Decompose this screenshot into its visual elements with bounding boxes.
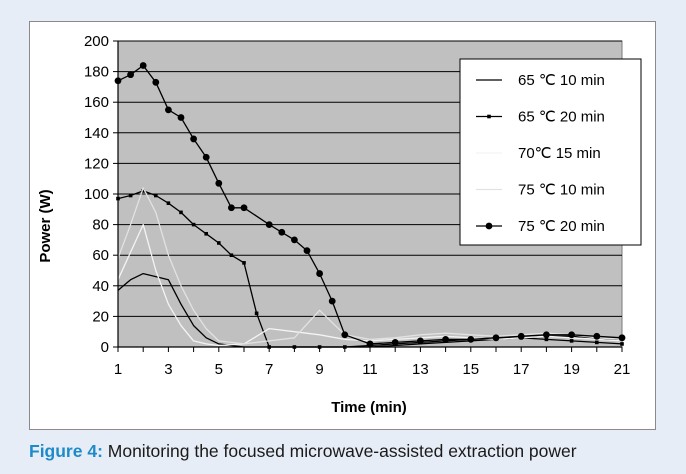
data-point [215,179,223,187]
data-point [190,135,198,143]
data-point [391,339,399,346]
data-point [228,204,235,212]
legend: 65 ℃ 10 min 65 ℃ 20 min 70℃ 15 min 75 ℃ 10 … [459,58,642,246]
data-point [217,241,221,245]
data-point [139,62,147,69]
data-point [328,297,336,305]
x-tick-label: 11 [362,361,378,378]
data-point [620,342,624,346]
data-point [569,339,574,343]
y-tick-label: 200 [84,33,109,50]
y-tick-label: 160 [84,94,109,111]
figure-caption: Figure 4: Monitoring the focused microwa… [29,441,679,462]
legend-entry: 75 ℃ 20 min [476,218,605,235]
x-tick-label: 21 [614,361,631,378]
y-tick-label: 0 [101,339,109,356]
y-tick-label: 100 [84,186,109,203]
data-point [177,114,185,121]
data-point [278,228,286,236]
legend-box [459,58,642,246]
legend-entry: 65 ℃ 20 min [476,109,605,126]
legend-marker [485,222,493,230]
y-tick-label: 80 [92,217,109,234]
caption-label: Figure 4: [29,441,103,461]
data-point [303,247,311,255]
x-axis-title: Time (min) [331,399,407,416]
x-tick-label: 17 [513,361,530,378]
data-point [291,236,298,244]
data-point [618,334,626,342]
series-5 [114,62,626,348]
data-point [254,311,259,316]
legend-entry: 65 ℃ 10 min [476,72,605,89]
data-point [265,221,273,229]
data-point [366,340,374,348]
legend-marker [487,114,491,119]
data-point [568,331,575,339]
x-tick-label: 13 [412,361,429,378]
data-point [316,270,323,277]
caption-text: Monitoring the focused microwave-assiste… [102,441,577,461]
y-axis-title: Power (W) [37,189,54,262]
legend-label: 65 ℃ 20 min [518,109,605,126]
y-tick-label: 180 [84,64,109,81]
data-point [179,210,183,215]
data-point [152,78,160,86]
data-point [191,222,196,227]
x-tick-label: 9 [315,361,323,378]
x-tick-label: 3 [164,361,172,378]
data-point [165,106,172,114]
data-point [229,253,234,257]
data-point [141,189,145,193]
y-tick-label: 20 [92,308,109,325]
legend-entry: 75 ℃ 10 min [476,182,605,199]
data-point [442,335,449,343]
data-point [417,337,424,345]
data-point [492,334,500,342]
data-point [166,201,171,205]
y-tick-label: 140 [84,125,109,142]
data-point [204,231,208,236]
y-tick-label: 40 [92,278,109,295]
data-point [154,193,158,198]
legend-label: 65 ℃ 10 min [518,72,605,89]
x-tick-label: 1 [114,361,122,378]
x-tick-label: 7 [265,361,273,378]
data-point [202,153,210,161]
data-point [593,332,601,340]
data-point [544,337,549,342]
legend-label: 70℃ 15 min [518,145,601,162]
data-point [240,204,248,212]
x-tick-label: 19 [563,361,580,378]
data-point [341,331,349,339]
y-tick-label: 60 [92,247,109,264]
x-tick-label: 15 [462,361,479,378]
legend-entry: 70℃ 15 min [476,145,601,162]
figure-panel: 0 20 40 60 80 100 120 140 160 180 200 1 3 5 7 9 11 13 15 17… [29,21,656,430]
y-tick-label: 120 [84,155,109,172]
legend-label: 75 ℃ 20 min [518,218,605,235]
data-point [128,193,133,198]
data-point [127,71,134,79]
data-point [467,335,475,343]
x-tick-label: 5 [215,361,223,378]
data-point [242,261,246,265]
data-point [517,332,525,340]
legend-label: 75 ℃ 10 min [518,182,605,199]
data-point [543,331,550,339]
data-point [595,340,599,345]
